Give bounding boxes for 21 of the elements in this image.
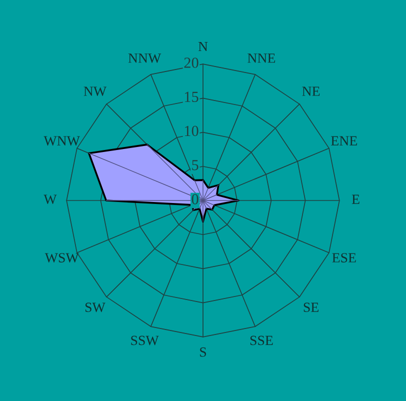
y-tick-label: 5 [192, 160, 198, 170]
y-tick-label: 10 [184, 126, 198, 136]
y-tick-label: 20 [184, 58, 198, 68]
spoke-label: WNW [44, 136, 80, 146]
spoke-label: WSW [44, 253, 79, 263]
spoke-label: NW [84, 86, 107, 96]
spoke-label: NNW [128, 54, 162, 63]
spoke-label: SSE [250, 336, 273, 346]
spoke-label: ENE [331, 136, 357, 146]
spoke-label: SE [304, 302, 318, 312]
spoke-label: NNE [248, 54, 276, 63]
y-tick-label: 15 [184, 92, 198, 102]
spoke-label: SSW [131, 336, 159, 346]
y-tick-label: 0 [192, 194, 198, 204]
spoke-label: SW [85, 302, 106, 312]
spoke-label: NE [302, 86, 320, 96]
spoke-label: E [352, 194, 360, 204]
spoke-label: S [200, 347, 206, 357]
spoke-label: N [198, 42, 208, 52]
spoke-label: ESE [332, 253, 356, 262]
spoke-label: W [44, 194, 57, 204]
